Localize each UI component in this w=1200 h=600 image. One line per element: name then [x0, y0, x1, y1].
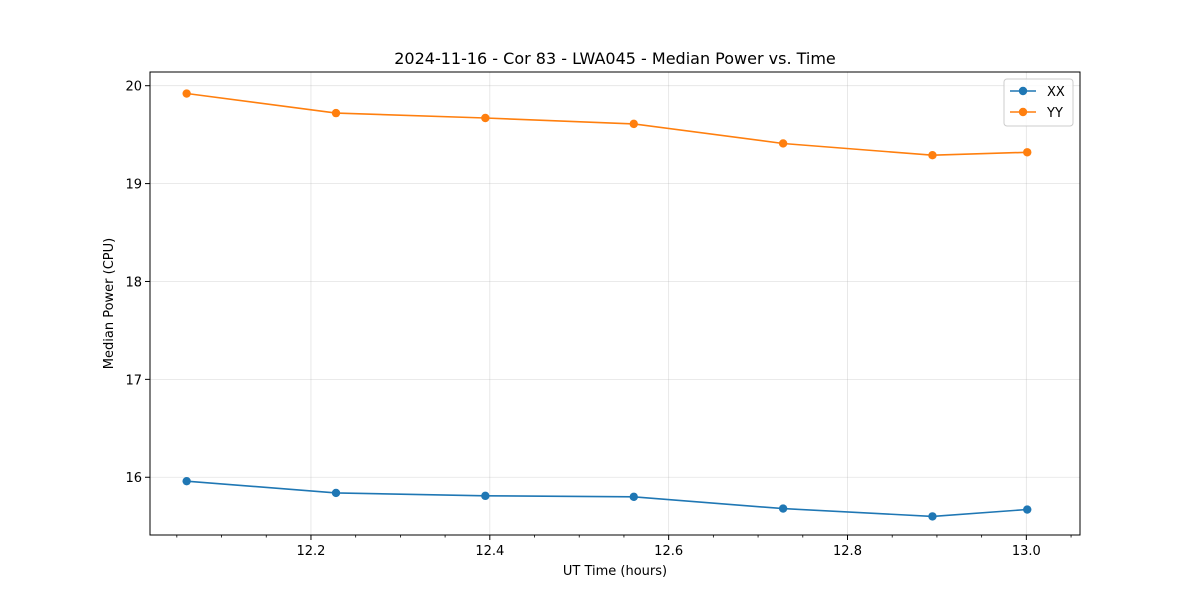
data-point-xx [331, 488, 341, 498]
y-tick-label: 19 [125, 178, 142, 193]
series-line-yy [186, 92, 1028, 156]
x-axis: 12.2 12.4 12.6 12.8 13.0 [176, 535, 1072, 559]
legend-label-yy: YY [1046, 106, 1063, 121]
y-tick-label: 18 [125, 275, 142, 290]
data-point-xx [778, 504, 788, 513]
x-axis-label: UT Time (hours) [563, 564, 667, 579]
data-point-yy [331, 108, 341, 118]
data-point-yy [778, 139, 788, 148]
data-point-xx [928, 512, 937, 521]
data-point-xx [629, 492, 638, 502]
data-point-yy [481, 113, 490, 123]
y-tick-label: 17 [125, 373, 142, 388]
series-layer [182, 89, 1032, 521]
data-point-yy [928, 151, 937, 160]
x-tick-label: 13.0 [1012, 544, 1041, 559]
legend: XX YY [1003, 78, 1074, 127]
x-tick-label: 12.4 [475, 544, 504, 559]
legend-marker-xx [1018, 86, 1028, 96]
y-tick-label: 20 [125, 80, 142, 95]
data-point-xx [182, 476, 191, 486]
y-axis-label: Median Power (CPU) [102, 238, 117, 369]
x-tick-label: 12.6 [654, 544, 683, 559]
y-axis: 16 17 18 19 20 [125, 80, 150, 486]
data-point-yy [629, 119, 638, 129]
plot-frame [149, 71, 1081, 536]
series-line-xx [186, 480, 1028, 518]
legend-marker-yy [1018, 107, 1028, 117]
legend-label-xx: XX [1047, 85, 1065, 100]
data-point-yy [1023, 148, 1032, 157]
grid [150, 72, 1080, 535]
x-tick-label: 12.8 [833, 544, 862, 559]
y-tick-label: 16 [125, 471, 142, 486]
chart-title: 2024-11-16 - Cor 83 - LWA045 - Median Po… [394, 49, 836, 68]
x-tick-label: 12.2 [296, 544, 325, 559]
data-point-xx [481, 491, 490, 501]
data-point-xx [1023, 505, 1032, 514]
data-point-yy [182, 89, 191, 98]
